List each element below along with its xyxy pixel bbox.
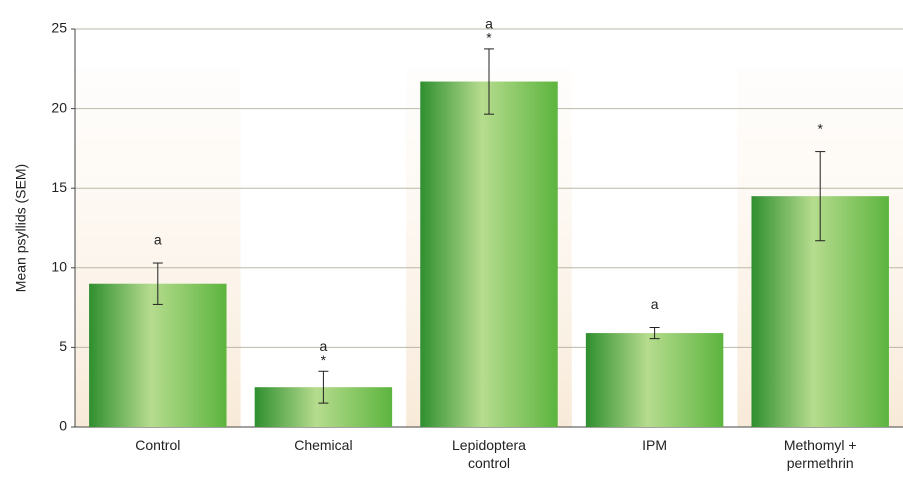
bar [585,333,724,427]
annotation: a [651,296,659,312]
y-tick-label: 20 [51,99,67,115]
bar [420,81,558,427]
y-axis-label: Mean psyllids (SEM) [13,164,29,292]
bar [89,283,227,427]
x-tick-label: Methomyl + permethrin [783,437,857,471]
y-tick-label: 10 [51,259,67,275]
annotation: * [486,30,492,46]
y-tick-label: 25 [51,20,67,36]
annotation: a [154,232,162,248]
annotation: a [320,338,328,354]
y-tick-label: 5 [59,338,67,354]
y-tick-label: 15 [51,179,67,195]
annotation: * [321,352,327,368]
annotation: * [817,120,823,136]
x-tick-label: Control [135,437,181,453]
x-tick-label: Lepidoptera control [452,437,526,471]
y-tick-label: 0 [59,418,67,434]
annotation: a [485,16,493,32]
x-tick-label: IPM [642,437,668,453]
x-tick-label: Chemical [294,437,353,453]
